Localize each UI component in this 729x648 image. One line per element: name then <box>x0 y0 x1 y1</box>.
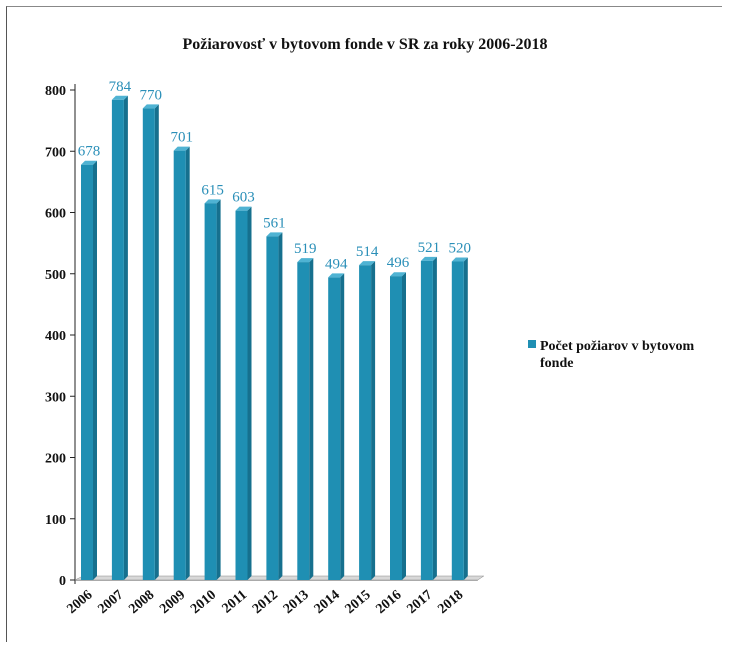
bar-side-face <box>309 258 314 580</box>
bar-top-face <box>173 146 190 151</box>
bar-2011 <box>235 206 252 580</box>
x-tick-label-2014: 2014 <box>312 588 343 617</box>
bar-2017 <box>420 256 437 580</box>
bar-front-face <box>111 99 124 581</box>
x-tick-label-2012: 2012 <box>250 588 281 617</box>
bar-top-face <box>359 261 376 266</box>
bar-top-face <box>111 95 128 100</box>
bar-side-face <box>185 146 190 580</box>
bar-front-face <box>235 210 248 580</box>
legend: Počet požiarov v bytovom fonde <box>528 339 694 371</box>
y-tick-label: 100 <box>45 513 66 528</box>
bar-front-face <box>297 262 310 580</box>
x-tick-label-2006: 2006 <box>64 588 95 617</box>
data-label-2014: 494 <box>325 256 348 272</box>
x-tick-label-2007: 2007 <box>95 588 126 617</box>
y-tick-label: 500 <box>45 268 66 283</box>
bar-2015 <box>359 261 376 580</box>
data-label-2011: 603 <box>232 190 255 206</box>
y-axis: 0 100 200 300 400 500 600 700 800 <box>45 84 76 589</box>
bar-front-face <box>266 236 279 580</box>
bar-front-face <box>451 261 464 580</box>
bar-top-face <box>204 199 221 204</box>
y-tick-label: 0 <box>59 574 66 589</box>
bar-side-face <box>371 261 376 580</box>
y-tick-label: 600 <box>45 207 66 222</box>
bar-front-face <box>328 277 341 580</box>
data-label-2012: 561 <box>263 215 286 231</box>
bar-side-face <box>123 95 128 581</box>
data-label-2017: 521 <box>418 240 441 256</box>
bar-side-face <box>432 256 437 580</box>
y-tick-label: 300 <box>45 390 66 405</box>
bar-side-face <box>93 160 97 580</box>
x-tick-label-2018: 2018 <box>435 588 466 617</box>
bar-front-face <box>390 276 402 580</box>
bar-top-face <box>142 104 159 109</box>
bar-2006 <box>81 160 97 580</box>
bar-chart: Požiarovosť v bytovom fonde v SR za roky… <box>45 36 694 617</box>
bar-top-face <box>297 258 314 263</box>
bar-front-face <box>81 164 93 580</box>
bar-side-face <box>463 257 468 580</box>
bar-top-face <box>266 232 283 237</box>
x-tick-label-2011: 2011 <box>220 588 251 617</box>
bar-top-face <box>328 273 345 278</box>
bar-top-face <box>451 257 468 262</box>
bar-side-face <box>340 273 345 580</box>
y-tick-label: 800 <box>45 84 66 99</box>
bar-side-face <box>402 272 406 580</box>
bar-top-face <box>390 272 406 277</box>
chart-title: Požiarovosť v bytovom fonde v SR za roky… <box>182 36 547 53</box>
x-tick-label-2016: 2016 <box>373 588 404 617</box>
legend-label-line: Počet požiarov v bytovom <box>540 339 694 354</box>
x-tick-label-2017: 2017 <box>404 588 435 617</box>
x-tick-label-2009: 2009 <box>157 588 188 617</box>
y-tick-label: 400 <box>45 329 66 344</box>
bar-front-face <box>420 260 433 580</box>
y-tick-label: 200 <box>45 452 66 467</box>
y-tick-label: 700 <box>45 145 66 160</box>
bar-2018 <box>451 257 468 580</box>
bar-2010 <box>204 199 221 580</box>
bar-2012 <box>266 232 283 580</box>
legend-swatch <box>528 340 536 348</box>
x-tick-label-2008: 2008 <box>126 588 157 617</box>
bar-front-face <box>359 265 372 580</box>
data-label-2015: 514 <box>356 244 379 260</box>
data-label-2013: 519 <box>294 241 317 257</box>
bar-top-face <box>235 206 252 211</box>
x-axis: 2006 2007 2008 2009 2010 2011 2012 2013 2014 2015… <box>64 575 485 617</box>
bar-2008 <box>142 104 159 580</box>
legend-label-line: fonde <box>540 356 573 371</box>
data-label-2010: 615 <box>201 182 224 198</box>
data-label-2018: 520 <box>449 241 472 257</box>
data-label-2009: 701 <box>170 130 193 146</box>
bar-side-face <box>216 199 221 580</box>
bar-front-face <box>204 203 217 580</box>
bar-side-face <box>278 232 283 580</box>
x-tick-label-2010: 2010 <box>188 588 219 617</box>
data-label-2007: 784 <box>109 79 132 95</box>
x-tick-label-2013: 2013 <box>281 588 312 617</box>
bar-2014 <box>328 273 345 580</box>
bar-2007 <box>111 95 128 581</box>
bar-front-face <box>173 150 186 580</box>
bar-2013 <box>297 258 314 580</box>
bar-front-face <box>142 108 155 580</box>
bar-top-face <box>420 256 437 261</box>
bar-2016 <box>390 272 406 580</box>
data-label-2006: 678 <box>78 144 101 160</box>
bar-series <box>81 95 468 581</box>
bar-side-face <box>154 104 159 580</box>
data-labels: 678 784 770 701 615 603 561 519 494 514 496 521 520 <box>78 79 471 273</box>
x-tick-label-2015: 2015 <box>343 588 374 617</box>
chart-frame: Požiarovosť v bytovom fonde v SR za roky… <box>6 6 722 642</box>
bar-side-face <box>247 206 252 580</box>
data-label-2016: 496 <box>387 255 410 271</box>
bar-2009 <box>173 146 190 580</box>
bar-top-face <box>81 160 97 165</box>
data-label-2008: 770 <box>140 87 163 103</box>
